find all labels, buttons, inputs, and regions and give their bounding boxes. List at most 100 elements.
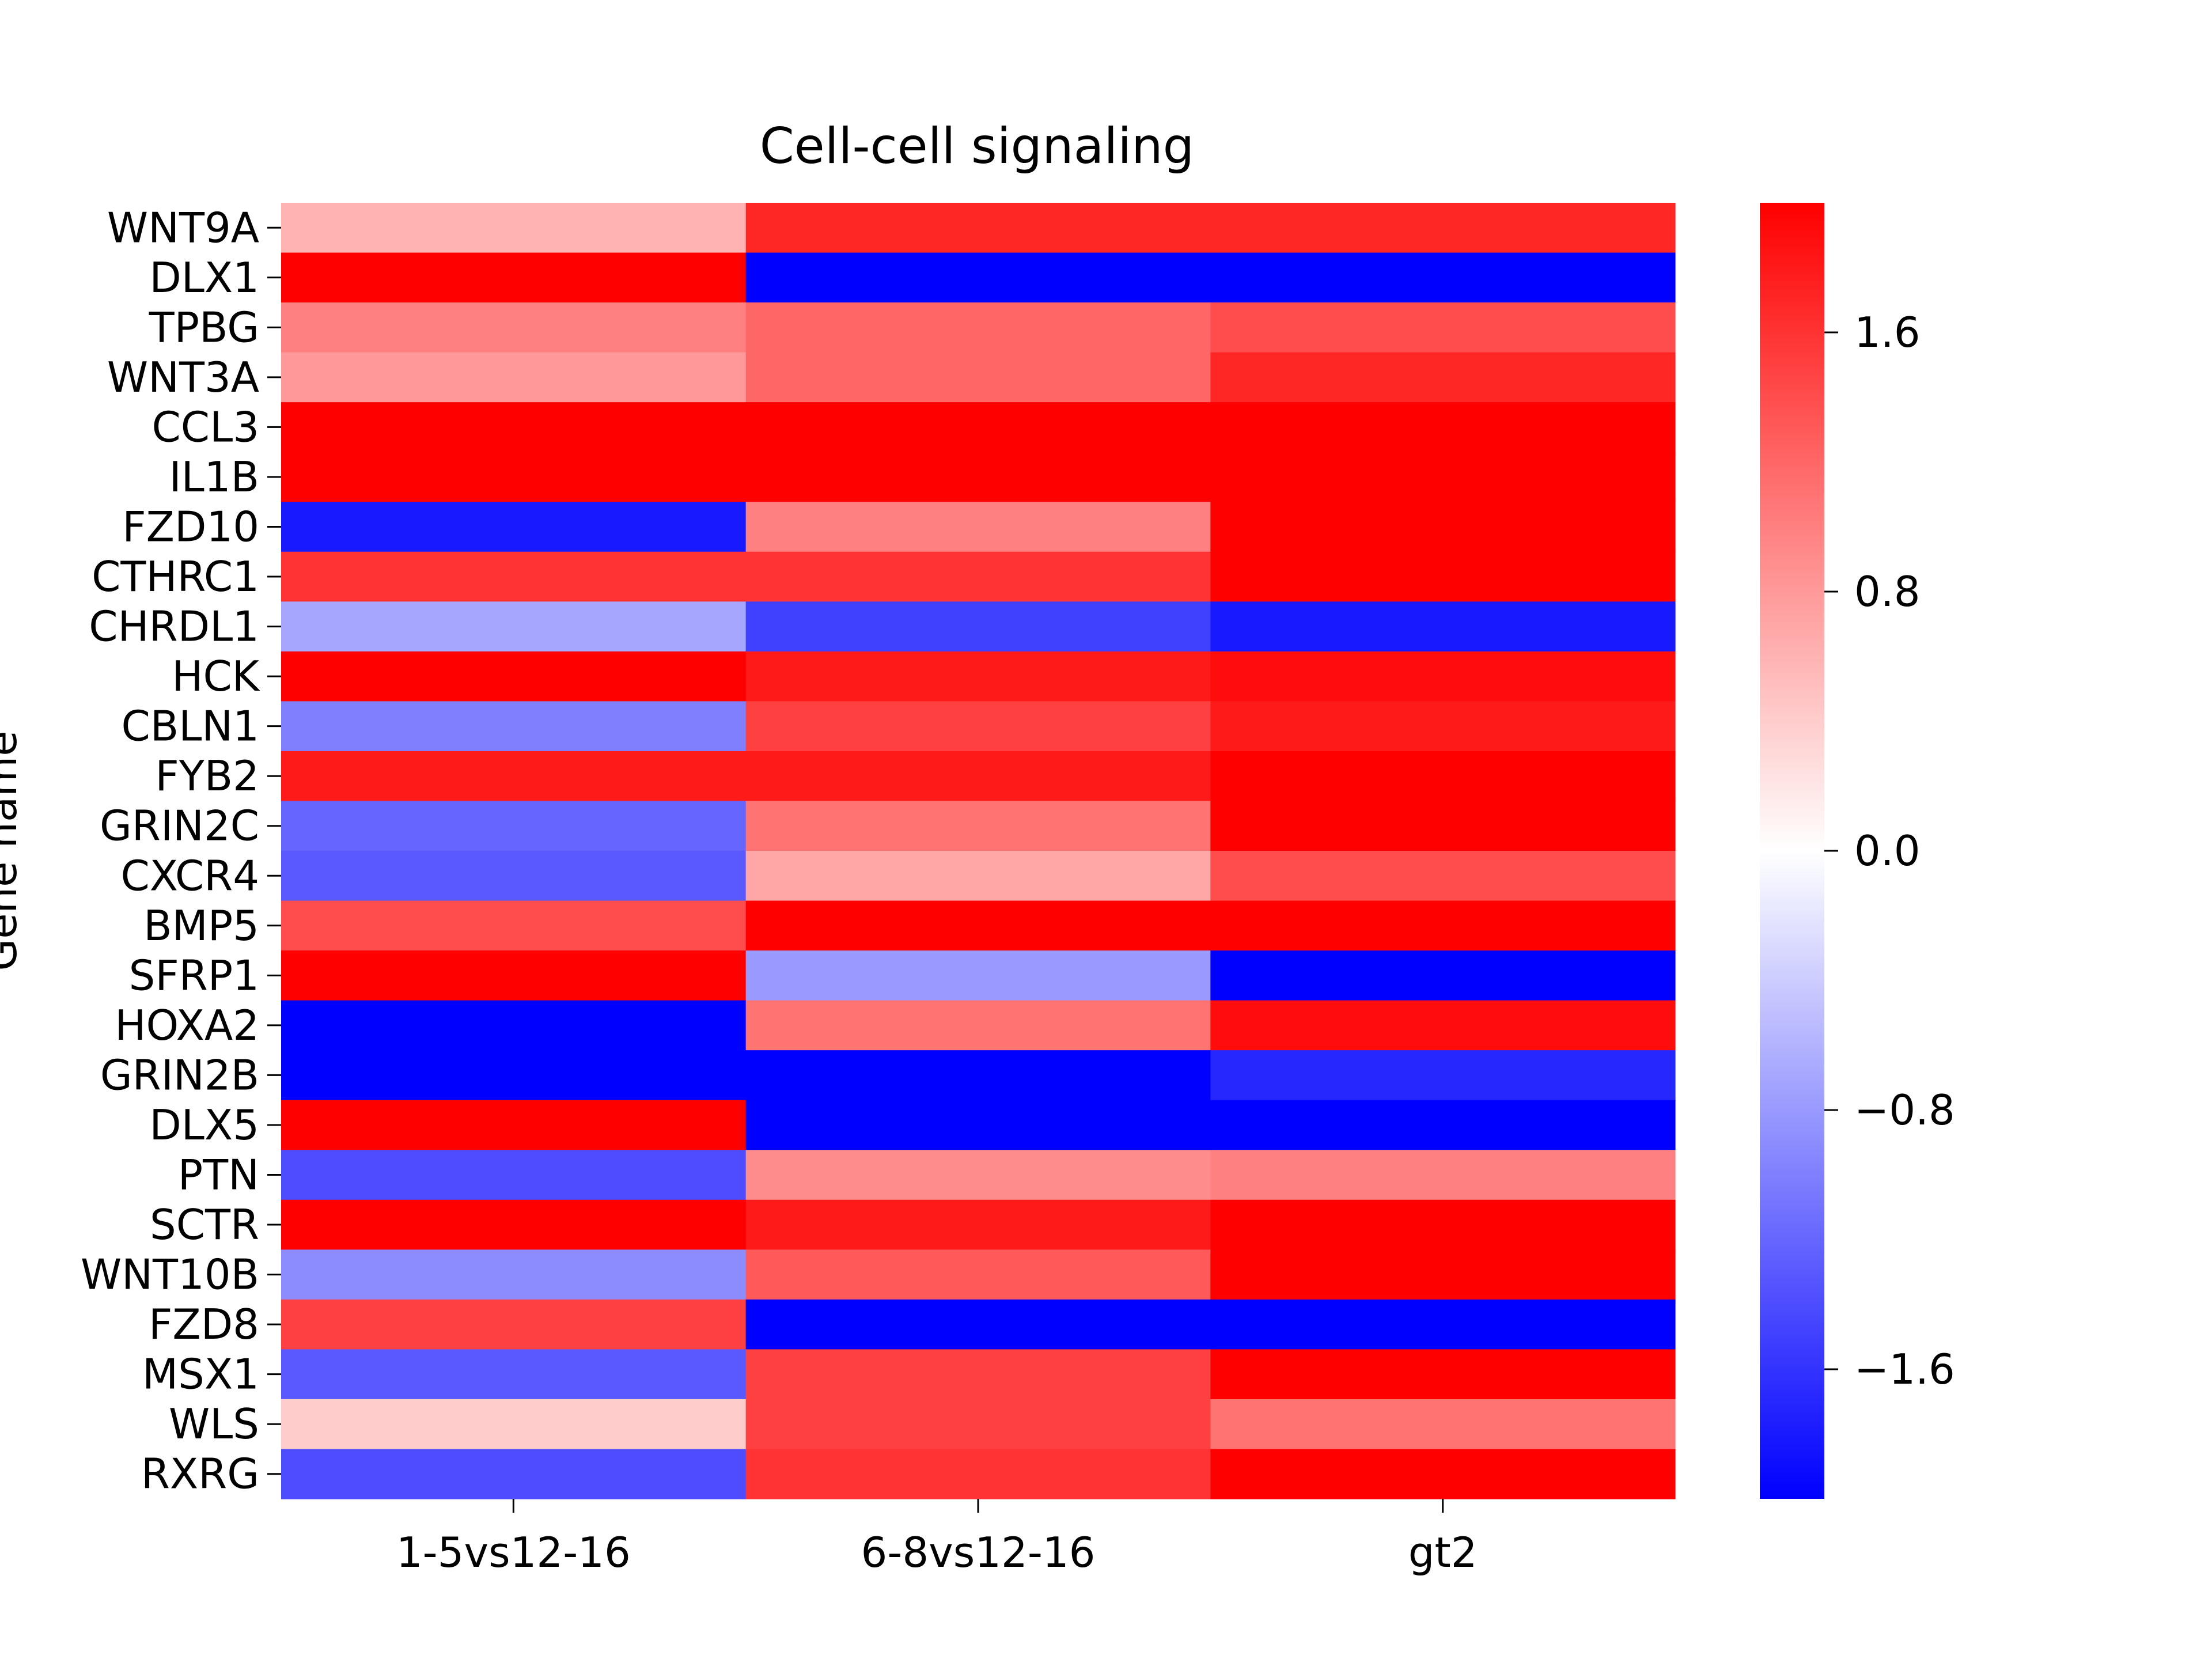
heatmap-cell xyxy=(281,302,747,353)
row-label: MSX1 xyxy=(142,1350,259,1399)
heatmap-cell xyxy=(1210,252,1676,303)
heatmap-cell xyxy=(281,1100,747,1150)
heatmap-cell xyxy=(1210,651,1676,702)
heatmap-cell xyxy=(745,1000,1211,1051)
row-labels: WNT9ADLX1TPBGWNT3ACCL3IL1BFZD10CTHRC1CHR… xyxy=(81,203,281,1498)
heatmap-cell xyxy=(281,950,747,1001)
heatmap-cell xyxy=(1210,1050,1676,1101)
heatmap-cell xyxy=(745,1399,1211,1450)
row-label: GRIN2C xyxy=(100,802,259,850)
heatmap-cell xyxy=(1210,1449,1676,1499)
row-label: CHRDL1 xyxy=(89,603,259,651)
heatmap-cell xyxy=(1210,502,1676,552)
heatmap-cell xyxy=(281,1449,747,1499)
heatmap-cell xyxy=(1210,701,1676,752)
colorbar-tick-label: 0.8 xyxy=(1854,567,1921,616)
row-label: CTHRC1 xyxy=(92,552,259,601)
row-label: WNT10B xyxy=(81,1251,259,1299)
row-label: SFRP1 xyxy=(129,951,259,999)
heatmap-cell xyxy=(281,1349,747,1400)
colorbar-tick-label: 0.0 xyxy=(1854,827,1921,875)
heatmap-cell xyxy=(281,252,747,303)
row-label: DLX1 xyxy=(149,253,259,302)
heatmap-cell xyxy=(745,701,1211,752)
heatmap-cell xyxy=(745,1150,1211,1200)
colorbar-tick-label: 1.6 xyxy=(1854,308,1921,357)
heatmap-cell xyxy=(1210,1399,1676,1450)
heatmap-cell xyxy=(281,452,747,502)
colorbar-ticks: 1.6 0.8 0.0 −0.8 −1.6 xyxy=(1824,308,1955,1393)
heatmap-cell xyxy=(745,1100,1211,1150)
heatmap-cell xyxy=(1210,751,1676,802)
heatmap-cell xyxy=(745,851,1211,902)
heatmap-cell xyxy=(745,203,1211,253)
heatmap-cell xyxy=(1210,1150,1676,1200)
heatmap-cell xyxy=(281,551,747,602)
heatmap-cell xyxy=(745,452,1211,502)
heatmap-cell xyxy=(1210,950,1676,1001)
heatmap-cell xyxy=(1210,551,1676,602)
row-label: WNT9A xyxy=(107,203,259,252)
heatmap-cell xyxy=(281,651,747,702)
row-label: FZD8 xyxy=(149,1300,259,1349)
heatmap-cell xyxy=(1210,352,1676,403)
row-label: CXCR4 xyxy=(121,851,259,900)
column-label: 1-5vs12-16 xyxy=(396,1528,631,1577)
heatmap-cell xyxy=(745,1199,1211,1250)
heatmap-cell xyxy=(745,551,1211,602)
heatmap-cell xyxy=(745,252,1211,303)
heatmap-cell xyxy=(1210,900,1676,951)
heatmap-cell xyxy=(281,751,747,802)
heatmap-cell xyxy=(281,1000,747,1051)
heatmap-cell xyxy=(745,402,1211,453)
heatmap-cell xyxy=(745,1299,1211,1350)
heatmap-cell xyxy=(281,601,747,652)
row-label: FYB2 xyxy=(155,752,259,800)
row-label: PTN xyxy=(178,1151,259,1199)
row-label: IL1B xyxy=(169,453,259,501)
y-axis-label: Gene name xyxy=(0,730,26,971)
heatmap-cell xyxy=(281,1249,747,1300)
heatmap-cell xyxy=(1210,1000,1676,1051)
heatmap-cell xyxy=(1210,1249,1676,1300)
row-label: HCK xyxy=(172,652,260,700)
heatmap-cell xyxy=(745,950,1211,1001)
heatmap-cell xyxy=(745,302,1211,353)
heatmap-cell xyxy=(1210,601,1676,652)
column-labels: 1-5vs12-16 6-8vs12-16 gt2 xyxy=(396,1499,1478,1577)
heatmap-cell xyxy=(1210,1199,1676,1250)
heatmap-cell xyxy=(745,1050,1211,1101)
heatmap-cell xyxy=(1210,1299,1676,1350)
row-label: WNT3A xyxy=(107,353,259,402)
heatmap-cell xyxy=(1210,452,1676,502)
row-label: CBLN1 xyxy=(122,702,259,751)
heatmap-cell xyxy=(1210,801,1676,851)
row-label: GRIN2B xyxy=(100,1051,259,1099)
heatmap-cell xyxy=(745,1349,1211,1400)
heatmap-cell xyxy=(1210,203,1676,253)
row-label: FZD10 xyxy=(122,503,259,551)
heatmap-cell xyxy=(1210,851,1676,902)
heatmap-cell xyxy=(281,1050,747,1101)
colorbar-tick-label: −1.6 xyxy=(1854,1345,1955,1393)
row-label: DLX5 xyxy=(149,1101,259,1149)
row-label: HOXA2 xyxy=(115,1001,259,1050)
row-label: RXRG xyxy=(141,1450,259,1498)
row-label: TPBG xyxy=(149,303,259,351)
heatmap-cell xyxy=(281,402,747,453)
colorbar xyxy=(1760,203,1824,1499)
row-label: CCL3 xyxy=(152,403,259,451)
heatmap-cell xyxy=(1210,402,1676,453)
heatmap-cell xyxy=(281,203,747,253)
heatmap-cell xyxy=(745,502,1211,552)
chart-title: Cell-cell signaling xyxy=(760,118,1194,175)
heatmap-cells xyxy=(281,203,1676,1499)
heatmap-cell xyxy=(745,651,1211,702)
column-label: 6-8vs12-16 xyxy=(861,1528,1096,1577)
heatmap-cell xyxy=(1210,1100,1676,1150)
heatmap-cell xyxy=(281,1150,747,1200)
heatmap-cell xyxy=(745,751,1211,802)
column-label: gt2 xyxy=(1408,1528,1478,1577)
row-label: WLS xyxy=(169,1400,259,1448)
